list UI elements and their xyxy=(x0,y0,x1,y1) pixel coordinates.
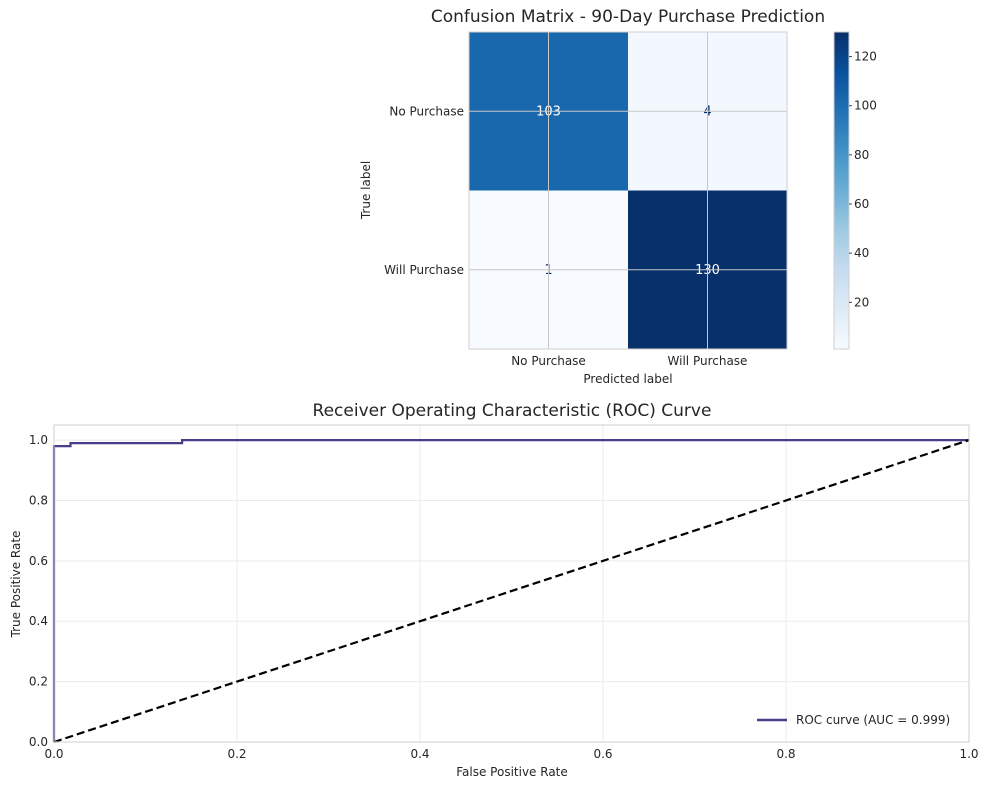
roc-plot-area xyxy=(54,425,969,742)
roc-x-tick-label: 0.4 xyxy=(410,747,429,761)
confusion-matrix-chart: Confusion Matrix - 90-Day Purchase Predi… xyxy=(359,7,877,386)
roc-legend-label: ROC curve (AUC = 0.999) xyxy=(796,713,950,727)
roc-xlabel: False Positive Rate xyxy=(456,765,568,779)
roc-y-tick-label: 1.0 xyxy=(29,433,48,447)
roc-y-ticks: 0.0 0.2 0.4 0.6 0.8 1.0 xyxy=(29,433,48,749)
roc-x-tick-label: 0.2 xyxy=(227,747,246,761)
roc-x-tick-label: 0.8 xyxy=(776,747,795,761)
cm-colorbar xyxy=(833,31,850,350)
cm-colorbar-tick-label: 60 xyxy=(854,197,869,211)
roc-frame xyxy=(53,424,970,743)
cm-y-tick-label: No Purchase xyxy=(389,104,464,118)
cm-colorbar-tick-label: 120 xyxy=(854,50,877,64)
cm-x-tick-label: Will Purchase xyxy=(668,354,748,368)
cm-xlabel: Predicted label xyxy=(583,372,672,386)
cm-colorbar-ticks: 20 40 60 80 100 120 xyxy=(849,50,877,309)
cm-y-ticks: No Purchase Will Purchase xyxy=(384,104,464,277)
cm-colorbar-tick-label: 100 xyxy=(854,99,877,113)
roc-x-ticks: 0.0 0.2 0.4 0.6 0.8 1.0 xyxy=(44,747,978,761)
roc-legend: ROC curve (AUC = 0.999) xyxy=(757,713,950,727)
cm-colorbar-tick-label: 80 xyxy=(854,148,869,162)
roc-y-tick-label: 0.2 xyxy=(29,675,48,689)
cm-title: Confusion Matrix - 90-Day Purchase Predi… xyxy=(431,7,825,27)
roc-x-tick-label: 0.0 xyxy=(44,747,63,761)
roc-chart: Receiver Operating Characteristic (ROC) … xyxy=(9,401,979,779)
cm-frame xyxy=(468,31,788,350)
cm-gridlines xyxy=(469,32,787,349)
roc-title: Receiver Operating Characteristic (ROC) … xyxy=(313,401,712,421)
roc-ylabel: True Positive Rate xyxy=(9,531,23,639)
roc-y-tick-label: 0.6 xyxy=(29,554,48,568)
cm-y-tick-label: Will Purchase xyxy=(384,263,464,277)
roc-x-tick-label: 0.6 xyxy=(593,747,612,761)
roc-y-tick-label: 0.8 xyxy=(29,493,48,507)
cm-colorbar-tick-label: 20 xyxy=(854,295,869,309)
roc-y-tick-label: 0.4 xyxy=(29,614,48,628)
cm-x-ticks: No Purchase Will Purchase xyxy=(511,354,747,368)
roc-y-tick-label: 0.0 xyxy=(29,735,48,749)
cm-cells: 10341130 xyxy=(469,32,787,349)
cm-ylabel: True label xyxy=(359,161,373,220)
roc-x-tick-label: 1.0 xyxy=(959,747,978,761)
cm-x-tick-label: No Purchase xyxy=(511,354,586,368)
cm-colorbar-tick-label: 40 xyxy=(854,246,869,260)
roc-baseline-line xyxy=(53,439,970,744)
